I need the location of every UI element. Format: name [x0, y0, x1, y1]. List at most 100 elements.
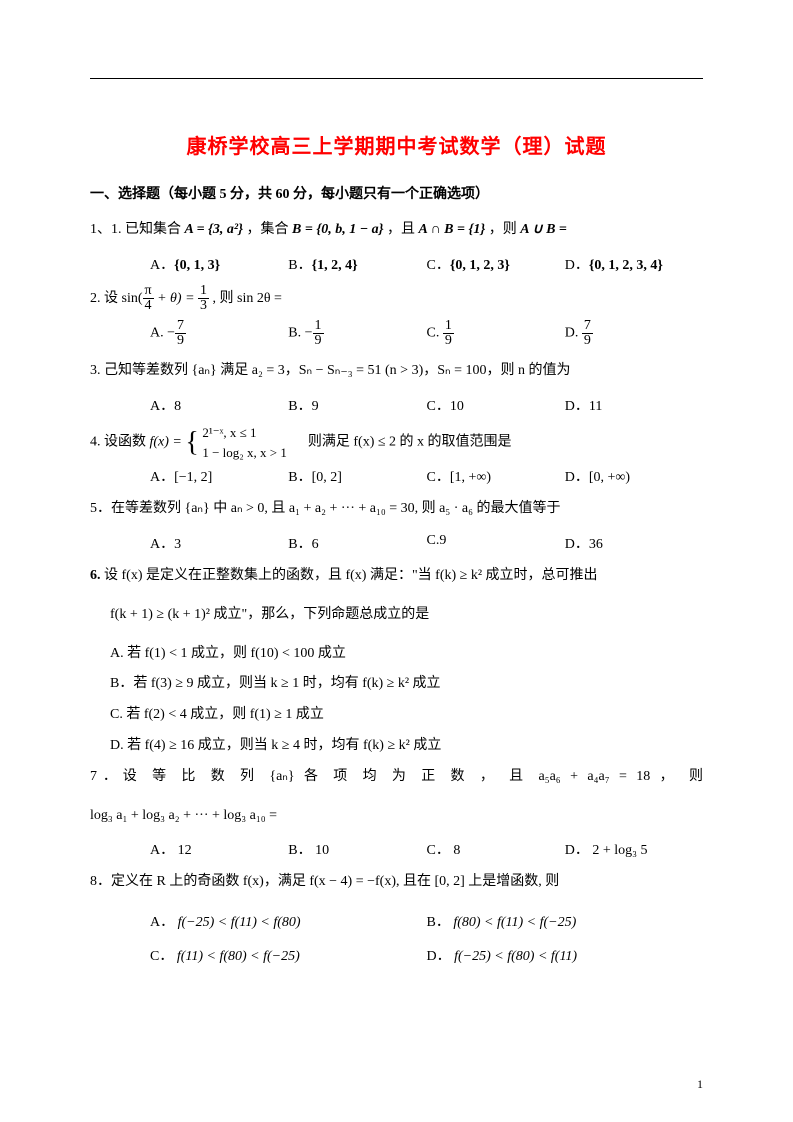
q4-p1: 2¹⁻ˣ, x ≤ 1 [202, 423, 287, 443]
q2-f1d: 4 [143, 299, 154, 313]
q3-c: 10 [450, 399, 464, 414]
q3-lb: B． [288, 399, 311, 414]
q2-cn: 1 [443, 319, 454, 334]
q8-lb: B． [427, 915, 450, 930]
q2-lc: C. [427, 326, 440, 341]
q2-ad: 9 [175, 334, 186, 348]
q1-opt-a: A．{0, 1, 3} [150, 254, 288, 274]
q1-setB: B = {0, b, 1 − a} [292, 222, 384, 237]
q2-options: A. −79 B. −19 C. 19 D. 79 [150, 319, 703, 348]
q3-opt-a: A．8 [150, 395, 288, 415]
q6-opt-c: C. 若 f(2) < 4 成立，则 f(1) ≥ 1 成立 [110, 700, 703, 731]
q7-b: 10 [315, 843, 329, 858]
header-rule [90, 78, 703, 79]
q7-lb: B． [288, 843, 311, 858]
section-1-header: 一、选择题（每小题 5 分，共 60 分，每小题只有一个正确选项） [90, 183, 703, 203]
q5-d: 36 [589, 537, 603, 552]
q2-stem-a: 2. 设 [90, 291, 118, 306]
q1-c: {0, 1, 2, 3} [450, 258, 510, 273]
q5-lb: B． [288, 537, 311, 552]
q5-opt-c: C.9 [427, 533, 565, 553]
q4-pieces: 2¹⁻ˣ, x ≤ 1 1 − log₂ x, x > 1 [202, 423, 287, 462]
q5-b: 6 [312, 537, 319, 552]
q4-b: [0, 2] [312, 470, 342, 485]
q2-as: − [167, 326, 175, 341]
q5-opt-a: A．3 [150, 533, 288, 553]
q2-f1n: π [143, 284, 154, 299]
q4-fx: f(x) = [150, 435, 186, 450]
q2-lb: B. [288, 326, 301, 341]
q4-lb: B． [288, 470, 311, 485]
q7-opt-a: A． 12 [150, 839, 288, 859]
q4-opt-b: B．[0, 2] [288, 466, 426, 486]
q7-lc: C． [427, 843, 450, 858]
q3-la: A． [150, 399, 174, 414]
q1-lb: B． [288, 258, 311, 273]
q6-num: 6. [90, 568, 101, 583]
question-6: 6. 设 f(x) 是定义在正整数集上的函数，且 f(x) 满足："当 f(k)… [90, 561, 703, 592]
q5-a: 3 [174, 537, 181, 552]
q8-opt-c: C． f(11) < f(80) < f(−25) [150, 940, 427, 974]
q4-c: [1, +∞) [450, 470, 491, 485]
q4-opt-c: C．[1, +∞) [427, 466, 565, 486]
q1-lc: C． [427, 258, 450, 273]
q3-b: 9 [312, 399, 319, 414]
q2-fa: 79 [175, 319, 186, 348]
question-4: 4. 设函数 f(x) = { 2¹⁻ˣ, x ≤ 1 1 − log₂ x, … [90, 423, 703, 462]
q2-dn: 7 [582, 319, 593, 334]
q1-la: A． [150, 258, 174, 273]
q2-f2d: 3 [198, 299, 209, 313]
q3-opt-c: C．10 [427, 395, 565, 415]
q8-a: f(−25) < f(11) < f(80) [178, 915, 301, 930]
question-8: 8．定义在 R 上的奇函数 f(x)，满足 f(x − 4) = −f(x), … [90, 867, 703, 898]
q1-stem-a: 1、1. 已知集合 [90, 222, 185, 237]
q4-stem-b: 则满足 f(x) ≤ 2 的 x 的取值范围是 [308, 435, 512, 450]
q1-mid1: ，集合 [247, 222, 293, 237]
q7-opt-d: D． 2 + log₃ 5 [565, 839, 703, 859]
q2-la: A. [150, 326, 164, 341]
q4-lc: C． [427, 470, 450, 485]
q1-a: {0, 1, 3} [174, 258, 220, 273]
q7-la: A． [150, 843, 174, 858]
q2-ld: D. [565, 326, 579, 341]
question-3: 3. 己知等差数列 {aₙ} 满足 a₂ = 3，Sₙ − Sₙ₋₃ = 51 … [90, 356, 703, 387]
q2-eq-m: + θ) = [154, 291, 198, 306]
q8-b: f(80) < f(11) < f(−25) [453, 915, 576, 930]
page-number: 1 [697, 1077, 703, 1092]
q2-stem-b: , 则 sin 2θ = [213, 291, 282, 306]
q5-c: 9 [439, 533, 446, 548]
exam-title: 康桥学校高三上学期期中考试数学（理）试题 [90, 130, 703, 159]
q5-lc: C. [427, 533, 440, 548]
q4-brace: { [185, 429, 198, 457]
q5-la: A． [150, 537, 174, 552]
q7-stem2: log₃ a₁ + log₃ a₂ + ··· + log₃ a₁₀ = [90, 801, 703, 832]
q3-opt-d: D．11 [565, 395, 703, 415]
q6-stem2: f(k + 1) ≥ (k + 1)² 成立"，那么，下列命题总成立的是 [110, 600, 703, 631]
q4-d: [0, +∞) [589, 470, 630, 485]
q7-c: 8 [453, 843, 460, 858]
q8-la: A． [150, 915, 174, 930]
q8-opt-a: A． f(−25) < f(11) < f(80) [150, 906, 427, 940]
q6-opt-d: D. 若 f(4) ≥ 16 成立，则当 k ≥ 4 时，均有 f(k) ≥ k… [110, 731, 703, 762]
q4-stem-a: 4. 设函数 [90, 435, 150, 450]
q5-opt-d: D．36 [565, 533, 703, 553]
q2-bd: 9 [313, 334, 324, 348]
q1-ld: D． [565, 258, 589, 273]
q4-ld: D． [565, 470, 589, 485]
q1-options: A．{0, 1, 3} B．{1, 2, 4} C．{0, 1, 2, 3} D… [150, 254, 703, 274]
q1-opt-c: C．{0, 1, 2, 3} [427, 254, 565, 274]
q4-la: A． [150, 470, 174, 485]
q2-bs: − [305, 326, 313, 341]
q2-f2n: 1 [198, 284, 209, 299]
q2-fb: 19 [313, 319, 324, 348]
q8-ld: D． [427, 949, 451, 964]
q1-mid2: ，且 [387, 222, 419, 237]
q7-options: A． 12 B． 10 C． 8 D． 2 + log₃ 5 [150, 839, 703, 859]
q2-opt-b: B. −19 [288, 319, 426, 348]
q5-ld: D． [565, 537, 589, 552]
q3-stem: 3. 己知等差数列 {aₙ} 满足 a₂ = 3，Sₙ − Sₙ₋₃ = 51 … [90, 363, 571, 378]
q4-a: [−1, 2] [174, 470, 212, 485]
q8-options: A． f(−25) < f(11) < f(80) B． f(80) < f(1… [150, 906, 703, 973]
q5-options: A．3 B．6 C.9 D．36 [150, 533, 703, 553]
q2-fd: 79 [582, 319, 593, 348]
